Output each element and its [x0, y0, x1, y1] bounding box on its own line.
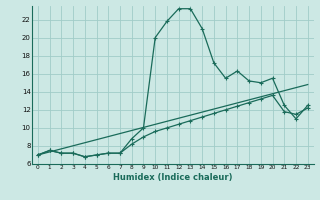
X-axis label: Humidex (Indice chaleur): Humidex (Indice chaleur): [113, 173, 233, 182]
